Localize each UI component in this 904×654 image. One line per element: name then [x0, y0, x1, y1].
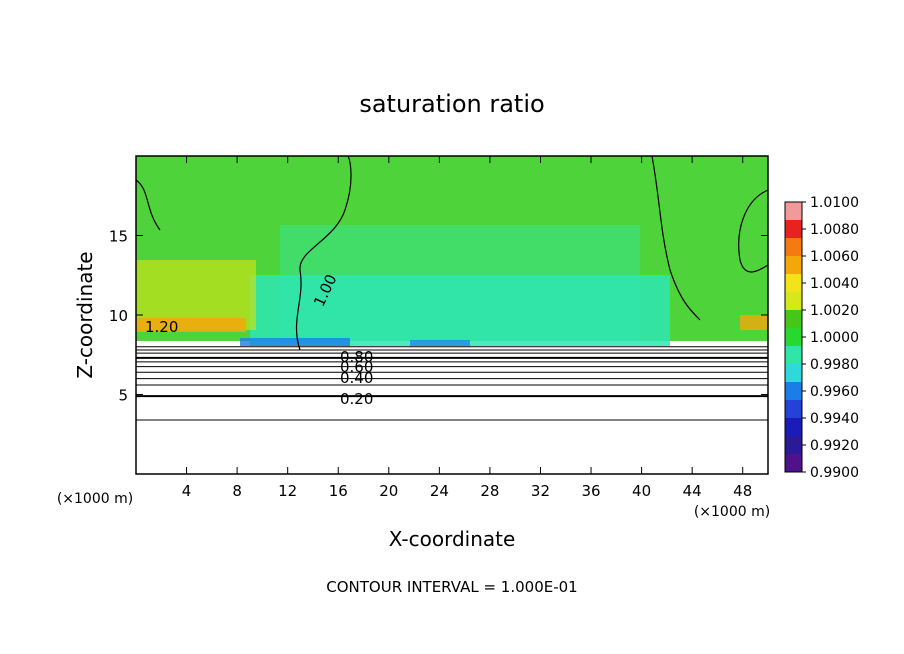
colorbar-segment: [785, 382, 802, 401]
contour-label-1-20: 1.20: [145, 318, 178, 336]
saturation-field: [136, 156, 768, 356]
contour-line: [651, 155, 701, 321]
y-tick-label: 15: [109, 228, 128, 246]
colorbar-segment: [785, 400, 802, 419]
colorbar-segment: [785, 256, 802, 275]
colorbar-segment: [785, 418, 802, 437]
x-tick-label: 40: [632, 482, 651, 500]
colorbar-label: 0.9920: [810, 438, 859, 454]
field-hot-left: [136, 318, 246, 332]
x-tick-label: 32: [531, 482, 550, 500]
contour-label-0-40: 0.40: [340, 369, 373, 387]
plot-area: 1.20 1.00 0.80 0.60 0.40 0.20: [135, 155, 769, 475]
colorbar-label: 1.0020: [810, 303, 859, 319]
contour-lines: [135, 155, 769, 421]
colorbar-segment: [785, 454, 802, 473]
colorbar-segment: [785, 364, 802, 383]
x-tick-label: 24: [430, 482, 449, 500]
contour-label-0-20: 0.20: [340, 390, 373, 408]
colorbar-segment: [785, 346, 802, 365]
z-axis-unit: (×1000 m): [57, 491, 133, 507]
colorbar-segment: [785, 238, 802, 257]
axis-ticks: [136, 156, 768, 474]
colorbar-label: 0.9960: [810, 384, 859, 400]
colorbar-label: 0.9900: [810, 465, 859, 481]
x-tick-label: 4: [182, 482, 192, 500]
colorbar-segment: [785, 328, 802, 347]
x-axis-unit: (×1000 m): [694, 504, 770, 520]
x-tick-label: 20: [379, 482, 398, 500]
y-axis: 5 10 15 (×1000 m) Z-coordinate: [57, 228, 133, 508]
colorbar-segment: [785, 220, 802, 239]
colorbar-segment: [785, 292, 802, 311]
colorbar-label: 0.9980: [810, 357, 859, 373]
colorbar-label: 1.0080: [810, 222, 859, 238]
contour-interval-note: CONTOUR INTERVAL = 1.000E-01: [326, 578, 577, 596]
x-tick-label: 12: [278, 482, 297, 500]
y-axis-label: Z-coordinate: [73, 251, 97, 378]
y-tick-label: 5: [118, 387, 128, 405]
x-tick-label: 28: [480, 482, 499, 500]
contour-line: [295, 155, 352, 351]
colorbar: 1.0100 1.0080 1.0060 1.0040 1.0020 1.0000 0.99…: [784, 195, 859, 481]
field-moist-layer: [250, 275, 670, 350]
y-tick-label: 10: [109, 307, 128, 325]
colorbar-label: 0.9940: [810, 411, 859, 427]
colorbar-label: 1.0060: [810, 249, 859, 265]
colorbar-label: 1.0100: [810, 195, 859, 211]
x-axis: 4 8 12 16 20 24 28 32 36 40 44 48 (×1000…: [182, 482, 770, 551]
field-hot-right: [740, 315, 768, 330]
contour-label-0-80: 0.80: [340, 348, 373, 366]
field-dry-pocket-2: [410, 340, 470, 350]
contour-line: [135, 179, 161, 231]
colorbar-segment: [785, 202, 802, 221]
contour-label-0-60: 0.60: [340, 358, 373, 376]
colorbar-segment: [785, 436, 802, 455]
x-axis-label: X-coordinate: [389, 527, 516, 551]
contour-line: [738, 189, 769, 273]
field-saturation-edge: [136, 346, 768, 356]
colorbar-segment: [785, 274, 802, 293]
x-tick-label: 16: [329, 482, 348, 500]
x-tick-label: 36: [581, 482, 600, 500]
x-tick-label: 44: [683, 482, 702, 500]
colorbar-label: 1.0040: [810, 276, 859, 292]
chart-title: saturation ratio: [359, 90, 544, 118]
colorbar-label: 1.0000: [810, 330, 859, 346]
x-tick-label: 8: [232, 482, 242, 500]
x-tick-label: 48: [733, 482, 752, 500]
colorbar-segment: [785, 310, 802, 329]
